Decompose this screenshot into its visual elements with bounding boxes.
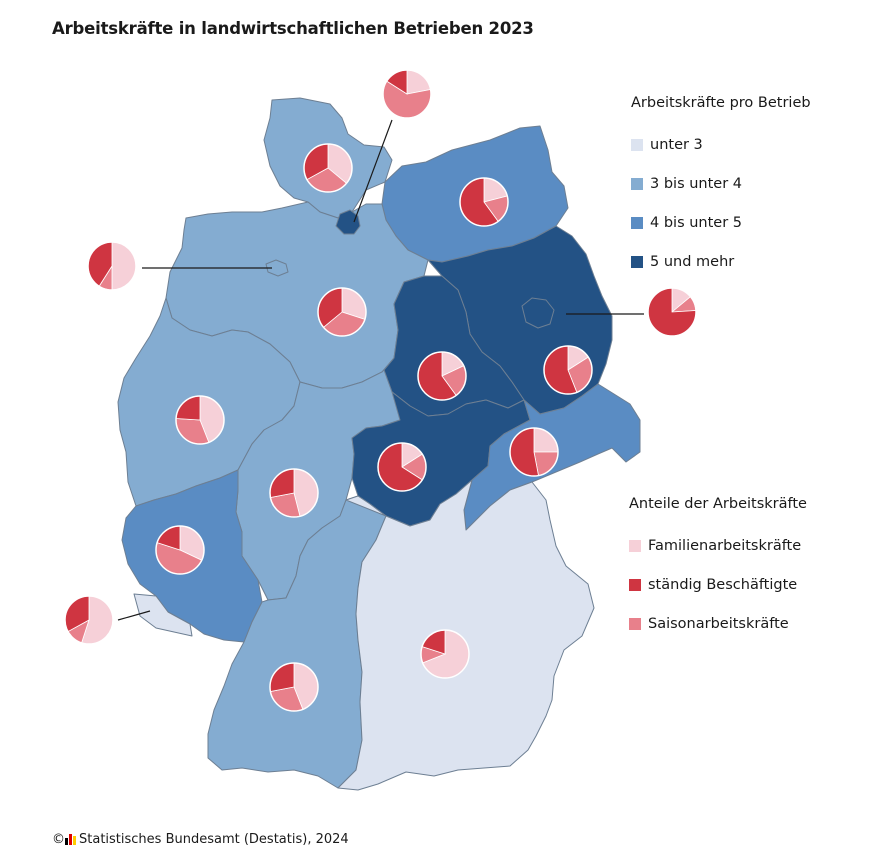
pie-Rheinland-Pfalz (155, 525, 205, 575)
legend-swatch (629, 539, 641, 552)
legend-item: Saisonarbeitskräfte (629, 604, 807, 643)
legend-swatch (631, 177, 643, 190)
source-footer: © Statistisches Bundesamt (Destatis), 20… (52, 832, 349, 847)
legend-label: unter 3 (650, 136, 703, 153)
state-region-Bayern[interactable] (337, 479, 595, 791)
pie-Bayern (420, 629, 470, 679)
map-title: Arbeitskräfte in landwirtschaftlichen Be… (52, 19, 534, 38)
legend-workers-per-farm-heading: Arbeitskräfte pro Betrieb (631, 95, 811, 111)
pie-outline (377, 442, 427, 492)
pie-Brandenburg (543, 345, 593, 395)
logo-bar (73, 836, 76, 845)
logo-bar (69, 834, 72, 845)
legend-swatch (631, 255, 643, 268)
state-region-Hamburg[interactable] (335, 209, 361, 235)
pie-Niedersachsen (317, 287, 367, 337)
pie-outline (459, 177, 509, 227)
pie-outline (303, 143, 353, 193)
legend-item: 4 bis unter 5 (631, 203, 811, 242)
legend-item: Familienarbeitskräfte (629, 526, 807, 565)
destatis-logo-icon (65, 834, 76, 845)
state-region-Saarland[interactable] (133, 593, 193, 637)
pie-outline (382, 69, 432, 119)
legend-label: Saisonarbeitskräfte (648, 615, 789, 632)
legend-item: 3 bis unter 4 (631, 164, 811, 203)
legend-label: Familienarbeitskräfte (648, 537, 802, 554)
pie-Thüringen (377, 442, 427, 492)
pie-outline (417, 351, 467, 401)
pie-outline (64, 595, 114, 645)
legend-worker-shares-heading: Anteile der Arbeitskräfte (629, 496, 807, 512)
pie-outline (269, 468, 319, 518)
pie-Schleswig-Holstein (303, 143, 353, 193)
pie-Sachsen (509, 427, 559, 477)
pie-Sachsen-Anhalt (417, 351, 467, 401)
pie-outline (155, 525, 205, 575)
source-text: Statistisches Bundesamt (Destatis), 2024 (79, 832, 349, 847)
pie-Mecklenburg-Vorpommern (459, 177, 509, 227)
legend-item: ständig Beschäftigte (629, 565, 807, 604)
pie-outline (420, 629, 470, 679)
legend-swatch (629, 578, 641, 591)
pie-Baden-Württemberg (269, 662, 319, 712)
legend-label: 3 bis unter 4 (650, 175, 743, 192)
pie-Hessen (269, 468, 319, 518)
pie-outline (509, 427, 559, 477)
legend-workers-per-farm: Arbeitskräfte pro Betrieb unter 3 3 bis u… (631, 95, 811, 281)
pie-Nordrhein-Westfalen (175, 395, 225, 445)
state-region-Berlin[interactable] (521, 297, 555, 329)
legend-worker-shares: Anteile der Arbeitskräfte Familienarbeit… (629, 496, 807, 643)
legend-swatch (631, 138, 643, 151)
copyright-symbol: © (52, 832, 65, 847)
pie-Bremen (87, 241, 137, 291)
pie-outline (543, 345, 593, 395)
legend-label: 5 und mehr (650, 253, 735, 270)
legend-item: 5 und mehr (631, 242, 811, 281)
pie-outline (317, 287, 367, 337)
legend-label: ständig Beschäftigte (648, 576, 798, 593)
pie-outline (175, 395, 225, 445)
leader-line-Saarland (117, 610, 151, 621)
pie-Berlin (647, 287, 697, 337)
leader-line-Hamburg (353, 119, 393, 223)
pie-Saarland (64, 595, 114, 645)
leader-lines (117, 119, 644, 621)
pie-outline (647, 287, 697, 337)
pie-Hamburg (382, 69, 432, 119)
legend-label: 4 bis unter 5 (650, 214, 743, 231)
pie-outline (87, 241, 137, 291)
pie-outline (269, 662, 319, 712)
legend-swatch (631, 216, 643, 229)
logo-bar (65, 838, 68, 845)
pie-slice-familienarbeitskraefte (111, 241, 137, 291)
legend-item: unter 3 (631, 125, 811, 164)
legend-swatch (629, 617, 641, 630)
state-region-Bremen[interactable] (265, 259, 289, 277)
pie-charts (64, 69, 697, 712)
